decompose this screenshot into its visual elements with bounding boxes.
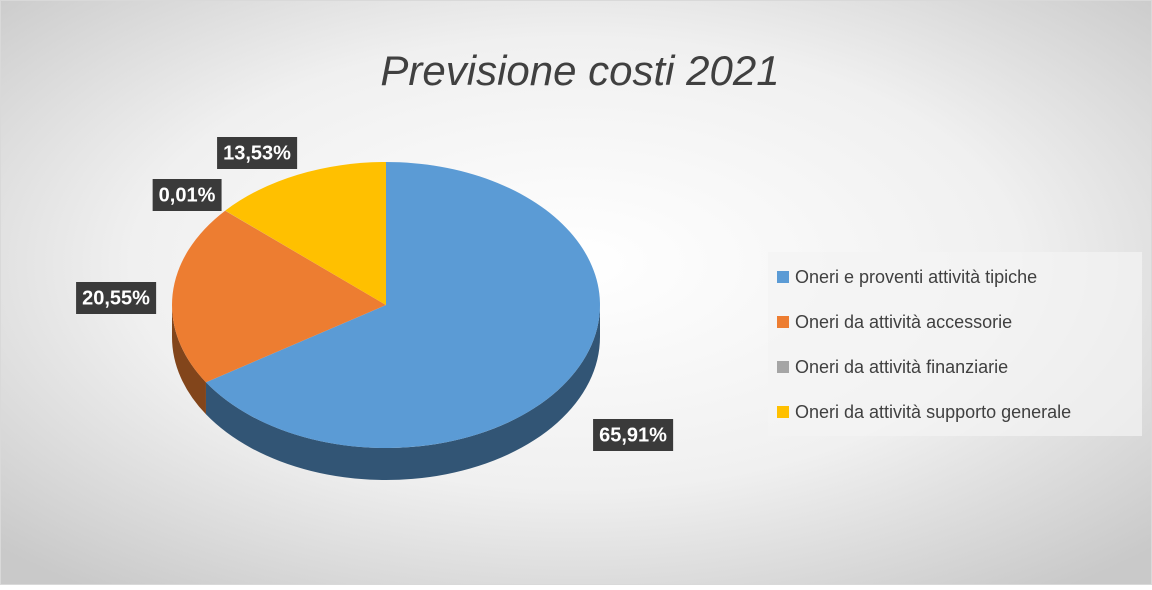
legend-swatch <box>777 361 789 373</box>
legend-swatch <box>777 316 789 328</box>
data-label-box <box>217 137 298 169</box>
slice <box>225 162 386 305</box>
data-label: 0,01% <box>159 184 216 206</box>
slice-side <box>172 305 206 415</box>
legend-swatch <box>777 406 789 418</box>
data-label-box <box>152 179 222 211</box>
slice <box>225 210 386 305</box>
data-label: 20,55% <box>82 287 150 309</box>
legend-label: Oneri e proventi attività tipiche <box>795 267 1037 287</box>
chart-title: Previsione costi 2021 <box>380 47 779 94</box>
slice <box>205 162 600 448</box>
data-label-box <box>76 282 157 314</box>
data-label: 65,91% <box>599 424 667 446</box>
legend-label: Oneri da attività supporto generale <box>795 402 1071 422</box>
data-label-box <box>593 419 674 451</box>
slice-side <box>205 305 600 480</box>
legend-label: Oneri da attività finanziarie <box>795 357 1008 377</box>
legend-label: Oneri da attività accessorie <box>795 312 1012 332</box>
legend-swatch <box>777 271 789 283</box>
slice <box>172 210 386 383</box>
data-label: 13,53% <box>223 142 291 164</box>
legend-background <box>768 252 1142 436</box>
